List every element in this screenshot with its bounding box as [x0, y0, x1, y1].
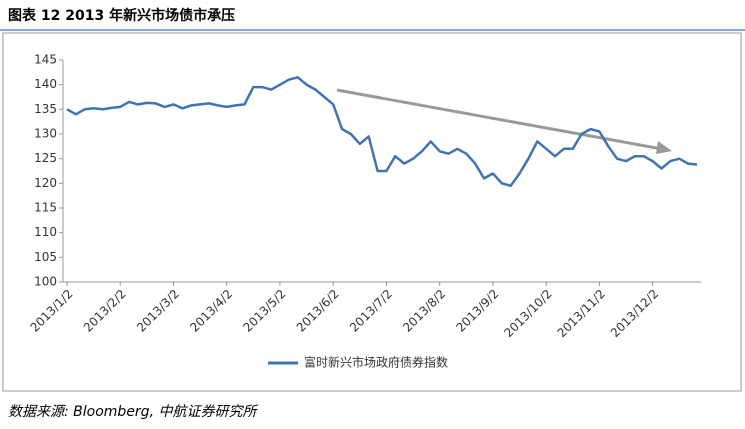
- x-tick-label: 2013/11/2: [555, 287, 608, 340]
- y-tick-label: 105: [34, 250, 57, 264]
- y-tick-label: 140: [34, 77, 57, 91]
- x-tick-label: 2013/3/2: [134, 287, 182, 335]
- y-tick-label: 125: [34, 151, 57, 165]
- y-tick-label: 145: [34, 53, 57, 67]
- x-tick-label: 2013/2/2: [81, 287, 129, 335]
- chart-frame: [2, 32, 742, 392]
- trend-arrow: [336, 88, 663, 151]
- y-tick-label: 130: [34, 127, 57, 141]
- x-tick-label: 2013/7/2: [347, 287, 395, 335]
- x-tick-label: 2013/10/2: [501, 287, 554, 340]
- x-tick-label: 2013/1/2: [28, 287, 76, 335]
- source-note: 数据来源: Bloomberg, 中航证券研究所: [8, 404, 258, 420]
- x-tick-label: 2013/12/2: [608, 287, 661, 340]
- legend-label: 富时新兴市场政府债券指数: [304, 355, 448, 370]
- x-tick-label: 2013/4/2: [187, 287, 235, 335]
- y-tick-label: 100: [34, 275, 57, 289]
- y-tick-label: 110: [34, 225, 57, 239]
- x-tick-label: 2013/6/2: [294, 287, 342, 335]
- trend-arrowhead: [656, 141, 672, 154]
- series-line: [66, 76, 698, 188]
- y-tick-label: 135: [34, 102, 57, 116]
- chart-title: 图表 12 2013 年新兴市场债市承压: [8, 7, 235, 24]
- y-tick-label: 120: [34, 176, 57, 190]
- x-tick-label: 2013/8/2: [400, 287, 448, 335]
- x-tick-label: 2013/5/2: [241, 287, 289, 335]
- x-tick-label: 2013/9/2: [453, 287, 501, 335]
- y-tick-label: 115: [34, 201, 57, 215]
